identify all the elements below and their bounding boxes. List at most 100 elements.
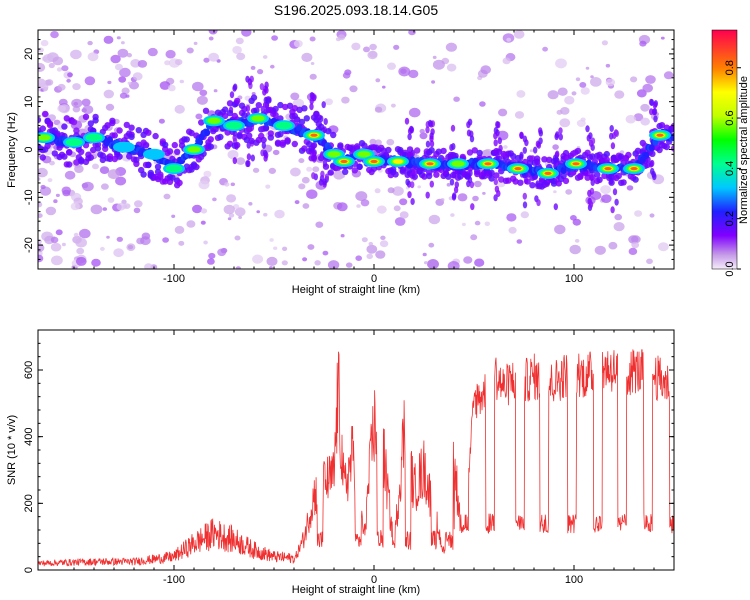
spectrogram-noise-blob [38,213,43,218]
spectrogram-noise-blob [238,215,243,219]
spectrogram-noise-blob [356,204,361,208]
spectrogram-cloud-blob [399,166,406,173]
spectrogram-cloud-blob [529,182,536,189]
spectrogram-streak-blob [246,141,251,149]
spectrogram-streak-blob [586,134,591,142]
spectrogram-noise-blob [45,79,54,86]
spectrogram-noise-blob [91,258,101,267]
spectrogram-streak-blob [449,178,455,186]
spectrogram-noise-blob [614,213,622,221]
spectrogram-streak-blob [250,154,255,162]
spectrogram-peak [165,164,183,173]
spectrogram-peak [451,160,465,167]
spectrogram-cloud-blob [222,106,229,113]
spectrogram-noise-blob [394,217,406,226]
spectrogram-streak-blob [538,137,543,145]
spectrogram-cloud-blob [632,176,639,183]
spectrogram-noise-blob [298,158,305,164]
spectrogram-noise-blob [257,69,264,75]
spectrogram-cloud-blob [356,163,363,170]
spectrogram-cloud-blob [116,127,123,134]
spectrogram-noise-blob [649,213,655,218]
spectrogram-noise-blob [55,229,63,236]
spectrogram-noise-blob [341,96,350,104]
spectrogram-noise-blob [269,266,273,269]
spectrogram-cloud-blob [601,172,608,180]
spectrogram-cloud-blob [226,140,234,147]
spectrogram-cloud-blob [459,153,466,161]
spectrogram-noise-blob [208,30,218,35]
spectrogram-streak-blob [454,181,459,189]
spectrogram-cloud-blob [224,129,231,136]
spectrogram-streak-blob [493,178,498,186]
spectrogram-noise-blob [266,256,278,266]
spectrogram-noise-blob [374,139,382,146]
colorbar-tick-label: 0.2 [724,211,736,226]
spectrogram-cloud-blob [452,152,459,160]
spectrogram-noise-blob [234,235,241,241]
spectrogram-cloud-blob [253,107,260,114]
spectrogram-noise-blob [461,222,466,227]
spectrogram-streak-blob [650,167,655,175]
spectrogram-cloud-blob [171,141,178,149]
spectrogram-cloud-blob [63,115,70,122]
spectrogram-streak-blob [324,173,330,181]
spectrogram-noise-blob [473,180,482,188]
spectrogram-streak-blob [309,103,314,111]
colorbar-tick-label: 0.8 [724,60,736,75]
spectrogram-noise-blob [47,178,53,183]
spectrogram-cloud-blob [493,172,500,179]
spectrogram-noise-blob [290,92,300,101]
spectrogram-peak [113,141,135,153]
spectrogram-noise-blob [74,165,84,173]
spectrogram-noise-blob [175,59,183,66]
colorbar: 0.0 0.2 0.4 0.6 0.8 Normalized spectral ampl… [711,29,750,277]
spectrogram-noise-blob [212,197,217,202]
spectrogram-cloud-blob [277,131,284,138]
spectrogram-cloud-blob [277,101,284,109]
spectrogram-streak-blob [429,140,435,148]
spectrogram-cloud-blob [39,125,46,132]
snr-y-tick-label: 600 [23,361,35,379]
spectrogram-cloud-blob [234,141,241,149]
spectrogram-noise-blob [70,49,82,60]
spectrogram-cloud-blob [82,113,90,121]
spectrogram-noise-blob [38,47,44,53]
spectrogram-noise-blob [61,242,66,247]
spectrogram-noise-blob [463,256,473,264]
spectrogram-noise-blob [428,214,441,225]
spectrogram-noise-blob [368,50,378,58]
snr-panel: -100 0 100 0 200 400 600 Height of straight li… [6,329,675,596]
spectrogram-noise-blob [82,181,94,192]
spectrogram-x-tick-label: -100 [163,273,185,285]
spectrogram-cloud-blob [325,128,332,135]
spectrogram-cloud-blob [286,102,294,110]
spectrogram-cloud-blob [577,172,584,180]
spectrogram-noise-blob [57,83,66,91]
spectrogram-noise-blob [105,103,115,111]
spectrogram-streak-blob [650,159,655,167]
snr-y-axis-label: SNR (10 * v/v) [6,415,18,485]
spectrogram-noise-blob [301,52,313,63]
spectrogram-cloud-blob [87,154,95,161]
spectrogram-noise-blob [274,209,285,219]
spectrogram-cloud-blob [411,173,418,180]
spectrogram-cloud-blob [471,147,478,154]
spectrogram-noise-blob [398,66,411,77]
spectrogram-cloud-blob [207,143,214,150]
spectrogram-noise-blob [141,232,151,240]
spectrogram-noise-blob [133,207,141,214]
spectrogram-noise-blob [529,149,534,153]
spectrogram-cloud-blob [301,105,308,112]
spectrogram-noise-blob [224,182,230,187]
spectrogram-noise-blob [208,36,214,41]
spectrogram-noise-blob [351,42,361,51]
spectrogram-cloud-blob [241,105,248,113]
spectrogram-noise-blob [281,260,288,266]
spectrogram-cloud-blob [433,171,440,178]
spectrogram-noise-blob [38,201,43,208]
spectrogram-noise-blob [42,86,48,92]
spectrogram-cloud-blob [44,142,51,150]
spectrogram-streak-blob [470,203,475,211]
